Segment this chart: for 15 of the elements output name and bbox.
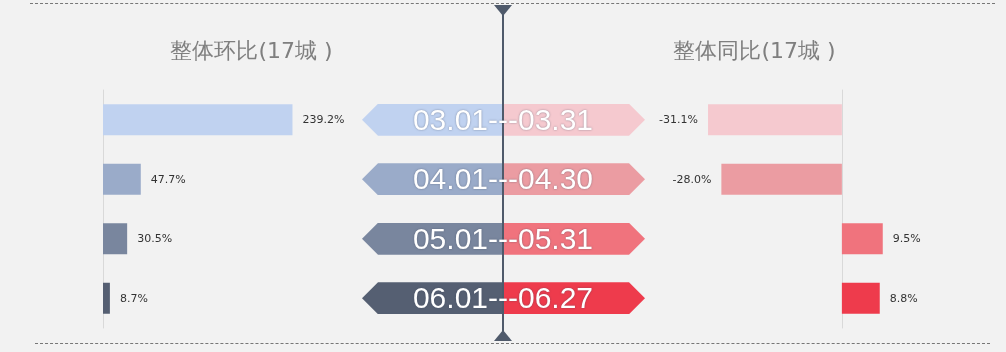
data-label: 47.7% — [150, 172, 186, 186]
bar — [103, 104, 293, 136]
bar — [103, 163, 141, 195]
bar — [103, 223, 128, 255]
data-label: 30.5% — [137, 232, 173, 246]
chart-title: 整体环比(17城 ) — [170, 37, 333, 63]
y-tick-label: 04.01---04.30 — [411, 161, 595, 198]
data-label: 8.7% — [119, 291, 148, 305]
data-label: 9.5% — [892, 232, 921, 246]
data-label: 8.8% — [889, 291, 918, 305]
data-label: -31.1% — [659, 113, 699, 127]
data-label: 239.2% — [302, 113, 345, 127]
chart-title: 整体同比(17城 ) — [673, 37, 836, 63]
data-label: -28.0% — [672, 172, 712, 186]
bar — [103, 282, 110, 314]
